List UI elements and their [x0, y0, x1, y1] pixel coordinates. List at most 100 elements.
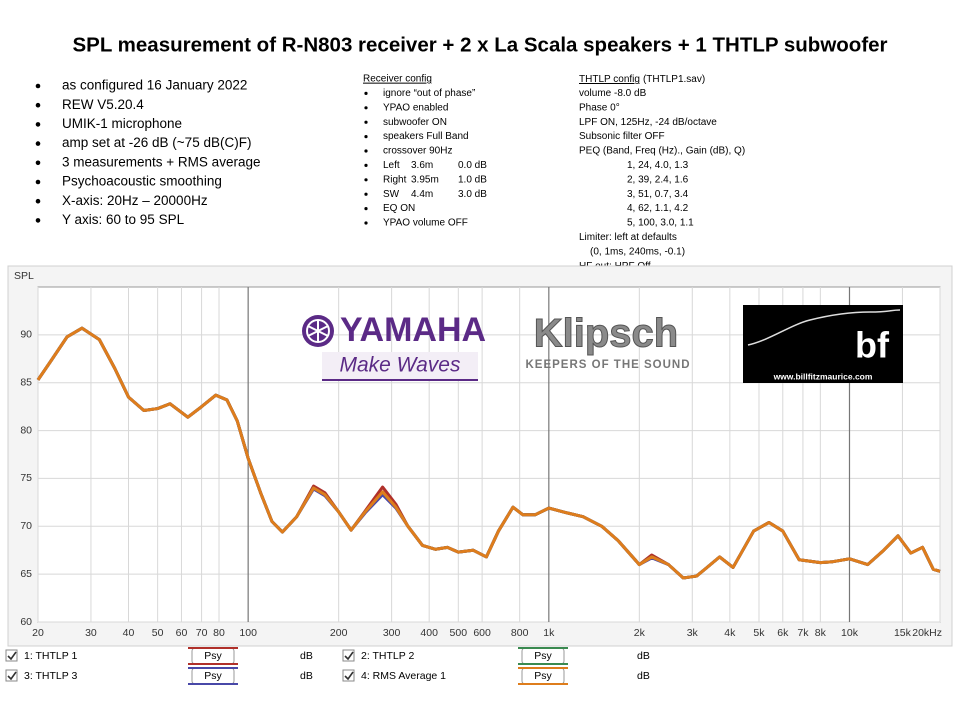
x-tick-label: 20 [32, 627, 44, 639]
x-tick-label: 50 [152, 627, 164, 639]
config-item: EQ ON [383, 203, 415, 214]
config-item: subwoofer ON [383, 117, 447, 128]
bf-logo: bf www.billfitzmaurice.com [743, 305, 903, 383]
legend-unit: dB [637, 670, 650, 682]
channel-cell: 3.0 dB [458, 189, 487, 200]
notes-list: as configured 16 January 2022 REW V5.20.4… [35, 78, 260, 227]
thtlp-file: (THTLP1.sav) [643, 74, 705, 85]
bullet [35, 218, 41, 223]
bullet [35, 102, 41, 108]
bullet [364, 178, 368, 182]
note: 3 measurements + RMS average [62, 154, 260, 169]
y-axis-label: SPL [14, 270, 34, 282]
note: UMIK-1 microphone [62, 116, 182, 131]
legend-button-label: Psy [204, 650, 222, 662]
legend-checkbox[interactable] [342, 669, 355, 682]
note: Psychoacoustic smoothing [62, 174, 222, 189]
y-tick-label: 60 [20, 616, 32, 628]
x-tick-label: 7k [797, 627, 809, 639]
note: as configured 16 January 2022 [62, 78, 247, 93]
x-tick-label: 80 [213, 627, 225, 639]
config-item: ignore “out of phase” [383, 88, 475, 99]
yamaha-logo: YAMAHA Make Waves [302, 311, 486, 381]
x-tick-label: 8k [815, 627, 827, 639]
thtlp-heading: THTLP config [579, 74, 640, 85]
config-line: (0, 1ms, 240ms, -0.1) [590, 246, 685, 257]
channel-cell: 4.4m [411, 189, 433, 200]
x-tick-label: 1k [543, 627, 555, 639]
x-tick-label: 5k [753, 627, 765, 639]
bullet [364, 221, 368, 225]
config-line: Phase 0° [579, 102, 620, 113]
x-tick-label: 15k [894, 627, 912, 639]
channel-cell: Right [383, 174, 407, 185]
legend-button-label: Psy [204, 670, 222, 682]
legend-check [7, 671, 17, 681]
slide-title: SPL measurement of R-N803 receiver + 2 x… [72, 33, 887, 56]
config-line: Subsonic filter OFF [579, 131, 665, 142]
legend-checkbox[interactable] [5, 669, 18, 682]
legend-check [344, 651, 354, 661]
legend-checkbox[interactable] [5, 649, 18, 662]
channel-cell: 1.0 dB [458, 174, 487, 185]
klipsch-tagline: KEEPERS OF THE SOUND [525, 359, 690, 371]
y-tick-label: 75 [20, 472, 32, 484]
y-tick-label: 80 [20, 424, 32, 436]
x-tick-label: 70 [196, 627, 208, 639]
x-tick-label: 10k [841, 627, 859, 639]
bullet [364, 163, 368, 167]
x-tick-label: 3k [687, 627, 699, 639]
config-line: volume -8.0 dB [579, 88, 647, 99]
legend-label: 2: THTLP 2 [361, 650, 414, 662]
x-tick-label: 200 [330, 627, 348, 639]
peq-band: 1, 24, 4.0, 1.3 [627, 160, 689, 171]
note: Y axis: 60 to 95 SPL [62, 212, 185, 227]
y-tick-label: 90 [20, 329, 32, 341]
legend-check [7, 651, 17, 661]
receiver-heading: Receiver config [363, 74, 432, 85]
config-item: YPAO volume OFF [383, 218, 468, 229]
x-tick-label: 2k [634, 627, 646, 639]
plot [36, 326, 941, 580]
x-tick-label: 6k [777, 627, 789, 639]
peq-band: 4, 62, 1.1, 4.2 [627, 203, 689, 214]
bullet [364, 149, 368, 153]
yamaha-forks [307, 320, 329, 342]
legend-checkbox[interactable] [342, 649, 355, 662]
bf-text: bf [855, 325, 890, 366]
grid: SPL 60 65 70 75 80 85 90 20 30 40 50 60 70 80 100 200 300… [14, 270, 942, 639]
x-tick-label: 600 [473, 627, 491, 639]
legend-unit: dB [637, 650, 650, 662]
channel-cell: SW [383, 189, 400, 200]
bullet [364, 207, 368, 211]
peq-band: 2, 39, 2.4, 1.6 [627, 174, 689, 185]
note: REW V5.20.4 [62, 97, 144, 112]
peq-band: 5, 100, 3.0, 1.1 [627, 218, 694, 229]
bullet [35, 160, 41, 166]
note: amp set at -26 dB (~75 dB(C)F) [62, 135, 251, 150]
bf-curve [747, 309, 901, 346]
legend-label: 1: THTLP 1 [24, 650, 77, 662]
legend-label: 4: RMS Average 1 [361, 670, 446, 682]
bullet [35, 198, 41, 204]
bullet [364, 192, 368, 196]
yamaha-tagline: Make Waves [340, 354, 461, 377]
channel-cell: 3.95m [411, 174, 439, 185]
thtlp-heading-line: THTLP config (THTLP1.sav) [579, 74, 705, 85]
legend-unit: dB [300, 670, 313, 682]
x-tick-label: 40 [123, 627, 135, 639]
config-line: Limiter: left at defaults [579, 232, 677, 243]
receiver-config: Receiver config ignore “out of phase” YPA… [363, 74, 487, 229]
bullet [364, 135, 368, 139]
legend-label: 3: THTLP 3 [24, 670, 77, 682]
legend-button-label: Psy [534, 650, 552, 662]
bullet [364, 120, 368, 124]
peq-band: 3, 51, 0.7, 3.4 [627, 189, 689, 200]
bullet [35, 179, 41, 185]
config-item: YPAO enabled [383, 102, 448, 113]
series-line [36, 326, 941, 580]
legend-check [344, 671, 354, 681]
x-tick-label: 100 [239, 627, 257, 639]
legend-unit: dB [300, 650, 313, 662]
